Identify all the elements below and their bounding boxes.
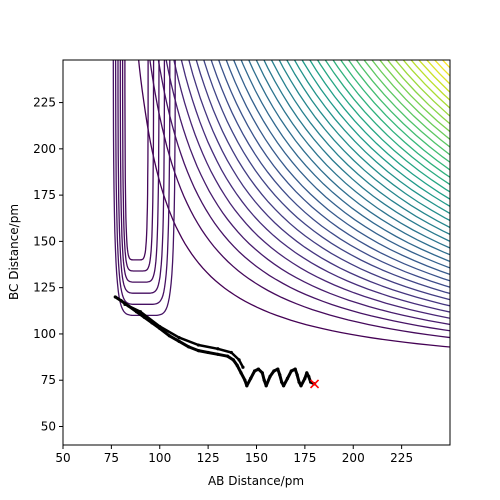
basin-contour [117,60,166,294]
trajectory-point [297,380,301,384]
basin-contour [121,60,155,272]
trajectory-point [243,378,247,382]
ridge-point [237,358,241,362]
x-tick-label: 75 [104,451,119,465]
contour-line [149,60,450,339]
y-tick-label: 50 [41,419,56,433]
contour-line [157,60,450,332]
ridge-point [158,324,162,329]
contour-line [180,60,450,313]
ridge-point [177,336,181,340]
ridge-point [138,310,142,314]
y-tick-label: 125 [33,281,56,295]
ridge-point [229,350,233,355]
x-tick-label: 225 [390,451,413,465]
trajectory-point [280,380,284,384]
x-tick-label: 150 [245,451,268,465]
contour-line [188,60,450,307]
trajectory-point [260,371,264,375]
ridge-point [196,343,201,347]
trajectory-point [285,376,290,380]
contour-lines [112,60,450,348]
trajectory-point [276,367,280,371]
trajectory-point [196,349,201,353]
trajectory-layer [113,295,320,389]
contour-line [137,60,450,348]
y-tick-label: 225 [33,96,56,110]
trajectory-point [305,371,309,375]
trajectory-point [264,384,268,388]
contour-line [173,60,450,319]
y-tick-label: 150 [33,234,56,248]
y-tick-label: 100 [33,327,56,341]
trajectory-point [262,378,266,382]
x-tick-label: 125 [197,451,220,465]
trajectory-point [249,376,253,380]
trajectory-point [293,367,297,371]
end-marker [309,379,320,389]
trajectory-point [303,376,307,380]
trajectory-point [167,334,172,338]
trajectory-point [177,339,181,343]
x-tick-label: 175 [293,451,316,465]
ridge-point [216,347,220,351]
trajectory-point [278,373,282,377]
trajectory-point [113,295,117,299]
basin-contour [124,60,149,261]
ridge-point [241,365,245,369]
y-tick-label: 200 [33,142,56,156]
contour-line [203,60,450,295]
y-tick-label: 75 [41,373,56,387]
trajectory-point [281,384,286,388]
x-tick-label: 100 [148,451,171,465]
y-tick-label: 175 [33,188,56,202]
trajectory-point [216,352,220,356]
trajectory-point [245,384,249,388]
y-axis-ticks: 50 75 100 125 150 175 200 225 [33,96,63,433]
x-tick-label: 50 [55,451,70,465]
y-axis-label: BC Distance/pm [7,204,21,300]
trajectory-point [289,369,293,373]
basin-contour [119,60,160,283]
contour-line [165,60,450,326]
trajectory-point [307,374,311,379]
trajectory-point [206,350,210,355]
x-axis-label: AB Distance/pm [208,474,304,488]
trajectory-point [231,358,235,362]
x-tick-label: 200 [342,451,365,465]
contour-line [195,60,450,301]
trajectory-point [187,345,191,349]
trajectory-point [235,363,239,368]
trajectory-point [268,374,272,379]
trajectory-point [272,369,276,373]
trajectory-point [256,367,261,371]
trajectory-point [119,299,123,303]
trajectory-point [295,373,299,377]
trajectory-point [225,354,230,358]
basin-contour [114,60,171,305]
trajectory-point [299,384,303,388]
trajectory-point [252,369,257,373]
trajectory-point [239,371,243,375]
ridge-point [123,302,127,306]
x-axis-ticks: 50 75 100 125 150 175 200 225 [55,445,413,465]
